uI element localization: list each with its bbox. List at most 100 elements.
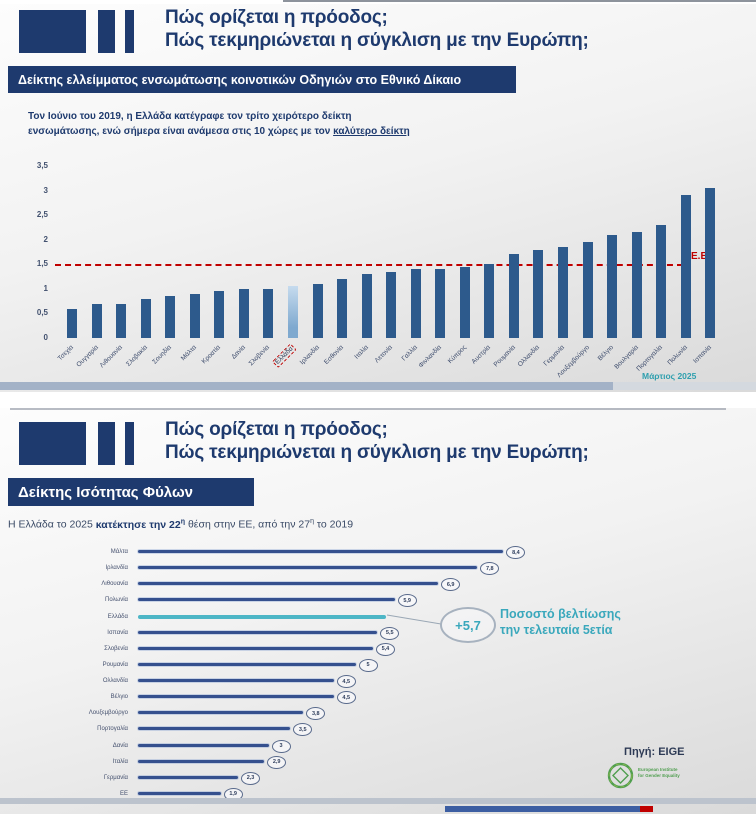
- value-line: [138, 727, 291, 731]
- title-line-1: Πώς ορίζεται η πρόοδος;: [165, 419, 388, 440]
- y-axis-tick-label: 0: [43, 333, 48, 342]
- value-line: [138, 711, 304, 715]
- row-category-label: Ισπανία: [107, 629, 128, 636]
- annotation-text: Ποσοστό βελτίωσης την τελευταία 5ετία: [500, 607, 621, 637]
- row-category-label: Λουξεμβούργο: [88, 710, 128, 717]
- section-banner: Δείκτης ελλείμματος ενσωμάτωσης κοινοτικ…: [8, 66, 516, 93]
- bar: [680, 195, 691, 338]
- value-circle-label: 3,8: [306, 707, 326, 721]
- bar: [607, 234, 618, 338]
- eige-logo-text: European Institute for Gender Equality: [638, 767, 680, 778]
- y-axis-tick-label: 0,5: [36, 308, 48, 318]
- video-scrubber-playhead[interactable]: [640, 806, 653, 812]
- slide-subtitle: Η Ελλάδα το 2025 κατέκτησε την 22η θέση …: [8, 518, 354, 531]
- eu-line-label: Ε.Ε.: [691, 251, 710, 262]
- value-circle-label: 3,5: [293, 723, 313, 737]
- bar: [67, 308, 77, 338]
- value-line: [138, 695, 334, 699]
- title-line-2: Πώς τεκμηριώνεται η σύγκλιση με την Ευρώ…: [165, 442, 589, 463]
- eige-logo-icon: [607, 762, 634, 789]
- bar: [337, 279, 348, 338]
- bar: [214, 291, 225, 338]
- slide-top-edge: [10, 408, 726, 410]
- row-category-label: Γερμανία: [103, 774, 128, 781]
- bar: [361, 274, 372, 338]
- value-circle-label: 2,9: [267, 755, 287, 769]
- value-circle-label: 3: [271, 739, 291, 753]
- value-line: [138, 566, 478, 570]
- row-category-label: Βέλγιο: [110, 694, 128, 701]
- value-line: [138, 550, 504, 553]
- bar: [238, 288, 249, 338]
- y-axis-tick-label: 1,5: [36, 259, 48, 269]
- value-circle-label: 8,4: [506, 546, 526, 559]
- bar: [116, 303, 127, 338]
- bar: [582, 242, 593, 338]
- subtitle-line-1: Τον Ιούνιο του 2019, η Ελλάδα κατέγραφε …: [28, 111, 352, 122]
- value-circle-label: 4,5: [336, 675, 356, 689]
- row-category-label: ΕΕ: [119, 790, 128, 797]
- bar: [705, 188, 716, 338]
- bar: [312, 283, 323, 338]
- y-axis-tick-label: 3: [43, 185, 48, 195]
- y-axis-tick-label: 2: [43, 234, 48, 244]
- y-axis-tick-label: 1: [43, 283, 48, 293]
- row-category-label: Ελλάδα: [107, 613, 128, 620]
- value-line: [138, 582, 439, 586]
- value-circle-label: 5: [358, 658, 378, 672]
- logo-blocks-icon: [19, 10, 139, 53]
- bar: [558, 247, 568, 338]
- eu-reference-line: [55, 264, 683, 266]
- video-scrubber-segment[interactable]: [445, 806, 640, 812]
- value-line: [138, 679, 334, 683]
- bar: [435, 269, 446, 338]
- row-category-label: Σλοβενία: [104, 645, 128, 652]
- value-line: [138, 775, 239, 779]
- bar: [508, 254, 519, 338]
- greece-improvement-callout: +5,7: [440, 607, 496, 643]
- value-circle-label: 5,9: [397, 594, 417, 608]
- value-line: [138, 791, 221, 795]
- slide-gender-equality-index: Πώς ορίζεται η πρόοδος; Πώς τεκμηριώνετα…: [0, 408, 756, 814]
- bar: [459, 266, 470, 338]
- annotation-connector-line: [386, 614, 442, 625]
- value-circle-label: 7,8: [480, 562, 500, 576]
- video-top-edge: [283, 0, 756, 2]
- subtitle-line-2: ενσωμάτωσης, ενώ σήμερα είναι ανάμεσα στ…: [28, 125, 410, 137]
- row-category-label: Δανία: [112, 742, 128, 749]
- value-line: [138, 759, 265, 763]
- greece-label-red-box: Ελλάδα: [271, 343, 297, 368]
- video-progress-strip[interactable]: [0, 382, 756, 390]
- slide-title: Πώς ορίζεται η πρόοδος; Πώς τεκμηριώνετα…: [165, 418, 589, 464]
- bar: [484, 264, 495, 338]
- row-category-label: Μάλτα: [110, 549, 128, 555]
- bar: [189, 293, 200, 338]
- bar: [631, 232, 642, 338]
- bar-greece-highlighted: [287, 286, 298, 338]
- value-line: [138, 662, 356, 666]
- value-circle-label: 5,4: [375, 642, 395, 656]
- chart-footnote-date: Μάρτιος 2025: [642, 371, 697, 381]
- slide-title: Πώς ορίζεται η πρόοδος; Πώς τεκμηριώνετα…: [165, 6, 589, 52]
- slide-transposition-deficit: Πώς ορίζεται η πρόοδος; Πώς τεκμηριώνετα…: [0, 4, 756, 392]
- bar: [140, 298, 151, 338]
- row-category-label: Ιρλανδία: [105, 565, 129, 572]
- value-circle-label: 5,5: [380, 626, 400, 640]
- value-circle-label: 6,9: [441, 578, 461, 592]
- value-circle-label: 2,3: [241, 771, 261, 785]
- value-line: [138, 598, 395, 602]
- y-axis-tick-label: 2,5: [36, 210, 48, 220]
- value-line: [138, 646, 373, 650]
- bar: [91, 303, 102, 338]
- title-line-1: Πώς ορίζεται η πρόοδος;: [165, 7, 388, 28]
- slide-bottom-edge: [0, 798, 756, 804]
- bar: [263, 288, 274, 338]
- row-category-label: Ιταλία: [112, 758, 128, 765]
- bar: [386, 271, 397, 338]
- bar: [533, 249, 544, 338]
- row-category-label: Λιθουανία: [101, 581, 128, 588]
- row-category-label: Πολωνία: [105, 597, 128, 604]
- bar: [410, 269, 421, 338]
- value-circle-label: 4,5: [336, 691, 356, 705]
- row-category-label: Ολλανδία: [102, 678, 128, 685]
